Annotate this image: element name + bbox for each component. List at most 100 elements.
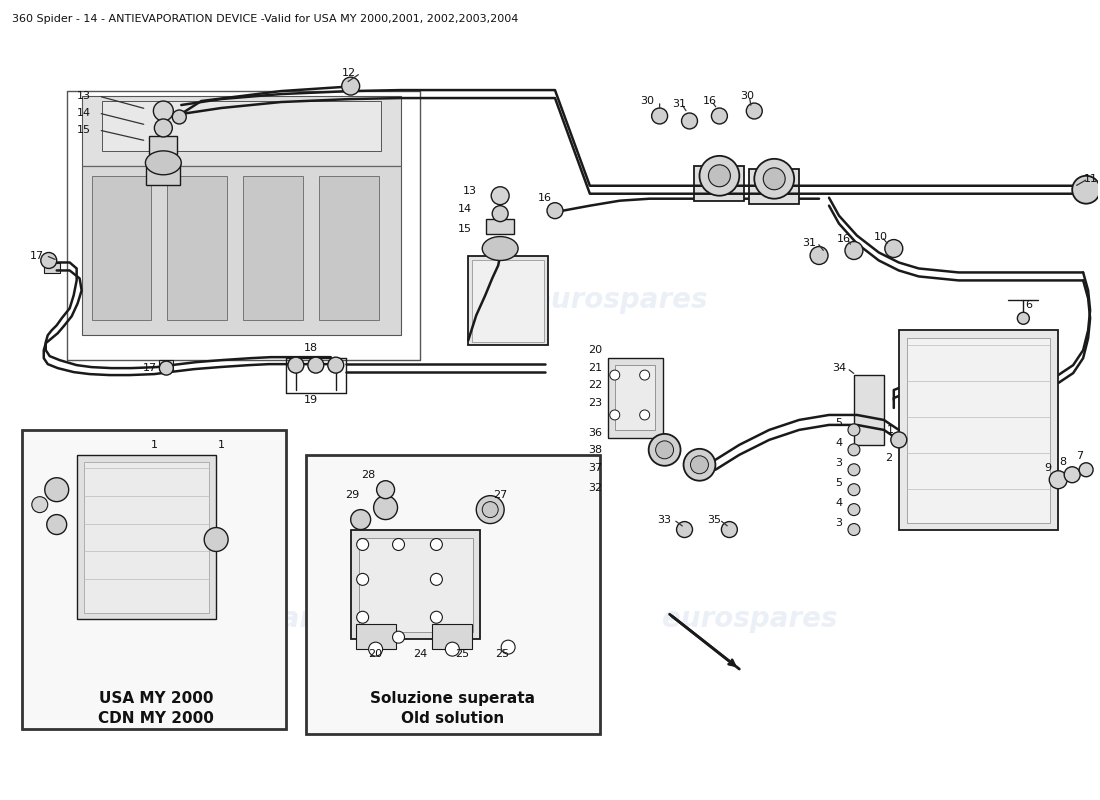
Text: 22: 22 — [587, 380, 602, 390]
Bar — [899, 330, 1058, 530]
Bar — [91, 176, 152, 320]
Circle shape — [755, 159, 794, 198]
Bar — [694, 166, 745, 201]
Circle shape — [393, 538, 405, 550]
Circle shape — [712, 108, 727, 124]
Circle shape — [700, 156, 739, 196]
Circle shape — [682, 113, 697, 129]
Circle shape — [482, 502, 498, 518]
Circle shape — [376, 481, 395, 498]
Bar — [351, 530, 481, 639]
Text: 17: 17 — [30, 250, 44, 261]
Text: 38: 38 — [587, 445, 602, 455]
Text: 29: 29 — [345, 490, 360, 500]
Circle shape — [746, 103, 762, 119]
Bar — [319, 176, 378, 320]
Circle shape — [848, 464, 860, 476]
Text: 33: 33 — [658, 514, 672, 525]
Text: 25: 25 — [495, 649, 509, 659]
Circle shape — [1064, 466, 1080, 482]
Circle shape — [691, 456, 708, 474]
Text: 14: 14 — [77, 108, 90, 118]
Bar — [472, 261, 544, 342]
Text: 3: 3 — [836, 518, 843, 527]
Circle shape — [1049, 470, 1067, 489]
Text: 32: 32 — [587, 482, 602, 493]
Ellipse shape — [145, 151, 182, 174]
Circle shape — [374, 496, 397, 519]
Circle shape — [430, 538, 442, 550]
Text: 13: 13 — [463, 186, 477, 196]
Text: 30: 30 — [640, 96, 654, 106]
Text: 360 Spider - 14 - ANTIEVAPORATION DEVICE -Valid for USA MY 2000,2001, 2002,2003,: 360 Spider - 14 - ANTIEVAPORATION DEVICE… — [12, 14, 518, 24]
Text: eurospares: eurospares — [532, 286, 707, 314]
Text: 4: 4 — [835, 498, 843, 508]
Circle shape — [1072, 176, 1100, 204]
Bar — [906, 338, 1050, 522]
Text: 6: 6 — [1025, 300, 1032, 310]
Circle shape — [47, 514, 67, 534]
Text: 20: 20 — [587, 345, 602, 355]
Text: 28: 28 — [362, 470, 376, 480]
Bar — [306, 455, 600, 734]
Circle shape — [884, 239, 903, 258]
Circle shape — [356, 611, 369, 623]
Text: 14: 14 — [459, 204, 472, 214]
Circle shape — [502, 640, 515, 654]
Bar — [22, 430, 286, 729]
Circle shape — [845, 242, 862, 259]
Bar — [84, 462, 209, 614]
Bar — [608, 358, 662, 438]
Circle shape — [547, 202, 563, 218]
Text: 7: 7 — [1077, 451, 1084, 461]
Circle shape — [393, 631, 405, 643]
Circle shape — [205, 527, 228, 551]
Circle shape — [430, 574, 442, 586]
Text: eurospares: eurospares — [661, 606, 837, 634]
Circle shape — [609, 370, 619, 380]
Text: 3: 3 — [836, 458, 843, 468]
Bar — [469, 255, 548, 345]
Text: USA MY 2000: USA MY 2000 — [99, 691, 213, 706]
Text: 36: 36 — [587, 428, 602, 438]
Circle shape — [763, 168, 785, 190]
Text: 20: 20 — [368, 649, 383, 659]
Circle shape — [430, 611, 442, 623]
Text: 27: 27 — [493, 490, 507, 500]
Text: 17: 17 — [142, 363, 156, 373]
Circle shape — [492, 186, 509, 205]
Bar — [854, 375, 883, 445]
Circle shape — [848, 504, 860, 515]
Circle shape — [160, 361, 174, 375]
Ellipse shape — [482, 237, 518, 261]
Circle shape — [41, 253, 57, 269]
Bar — [355, 624, 396, 649]
Circle shape — [848, 484, 860, 496]
Text: eurospares: eurospares — [174, 606, 349, 634]
Text: 5: 5 — [836, 418, 843, 428]
Bar — [81, 96, 400, 166]
Text: 1: 1 — [218, 440, 224, 450]
Text: 9: 9 — [1045, 462, 1052, 473]
Text: 5: 5 — [836, 478, 843, 488]
Bar — [81, 166, 400, 335]
Text: 1: 1 — [151, 440, 158, 450]
Bar — [749, 169, 799, 204]
Circle shape — [342, 77, 360, 95]
Circle shape — [476, 496, 504, 523]
Text: 35: 35 — [707, 514, 722, 525]
Text: 15: 15 — [77, 125, 90, 135]
Circle shape — [891, 432, 906, 448]
Circle shape — [288, 357, 304, 373]
Bar — [243, 176, 302, 320]
Text: Soluzione superata: Soluzione superata — [370, 691, 535, 706]
Bar — [77, 455, 217, 619]
Circle shape — [492, 206, 508, 222]
Bar — [44, 263, 59, 274]
Bar — [486, 218, 514, 234]
Circle shape — [328, 357, 343, 373]
Text: 21: 21 — [587, 363, 602, 373]
Circle shape — [32, 497, 47, 513]
Circle shape — [676, 522, 693, 538]
Text: 19: 19 — [304, 395, 318, 405]
